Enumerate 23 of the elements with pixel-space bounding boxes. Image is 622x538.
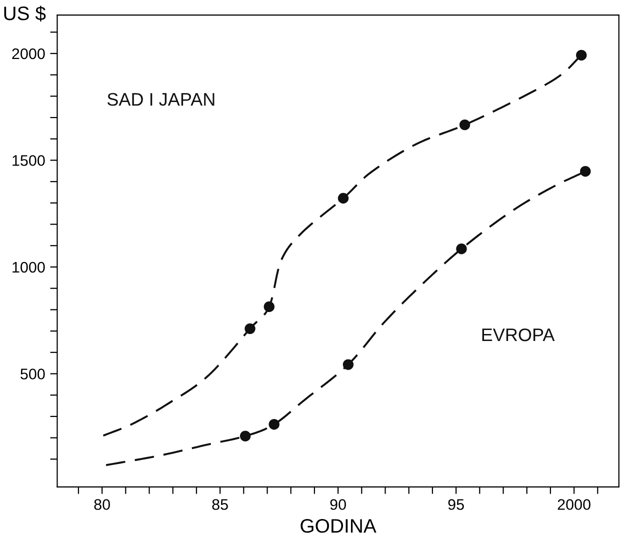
point: [576, 50, 587, 61]
y-tick-label: 1500: [12, 155, 45, 166]
annotation: SAD I JAPAN: [107, 93, 214, 106]
point: [244, 323, 256, 334]
x-tick-label: 95: [448, 499, 464, 510]
point: [338, 192, 349, 204]
point: [456, 243, 467, 254]
point: [268, 418, 280, 430]
y-tick-label: 2000: [12, 48, 45, 60]
annotation: EVROPA: [482, 328, 555, 342]
y-tick-label: 1000: [12, 262, 45, 273]
x-tick-label: 80: [94, 499, 110, 510]
point: [342, 359, 354, 370]
x-tick-label: 90: [330, 499, 346, 510]
point: [264, 301, 274, 312]
point: [459, 119, 470, 130]
point: [240, 430, 251, 442]
y-tick-label: 500: [20, 368, 45, 380]
x-tick-label: 85: [212, 499, 228, 510]
x-tick-label: 2000: [558, 499, 590, 510]
y-axis-title: US $: [4, 6, 46, 22]
x-axis-title: GODINA: [300, 519, 376, 533]
point: [580, 166, 591, 177]
